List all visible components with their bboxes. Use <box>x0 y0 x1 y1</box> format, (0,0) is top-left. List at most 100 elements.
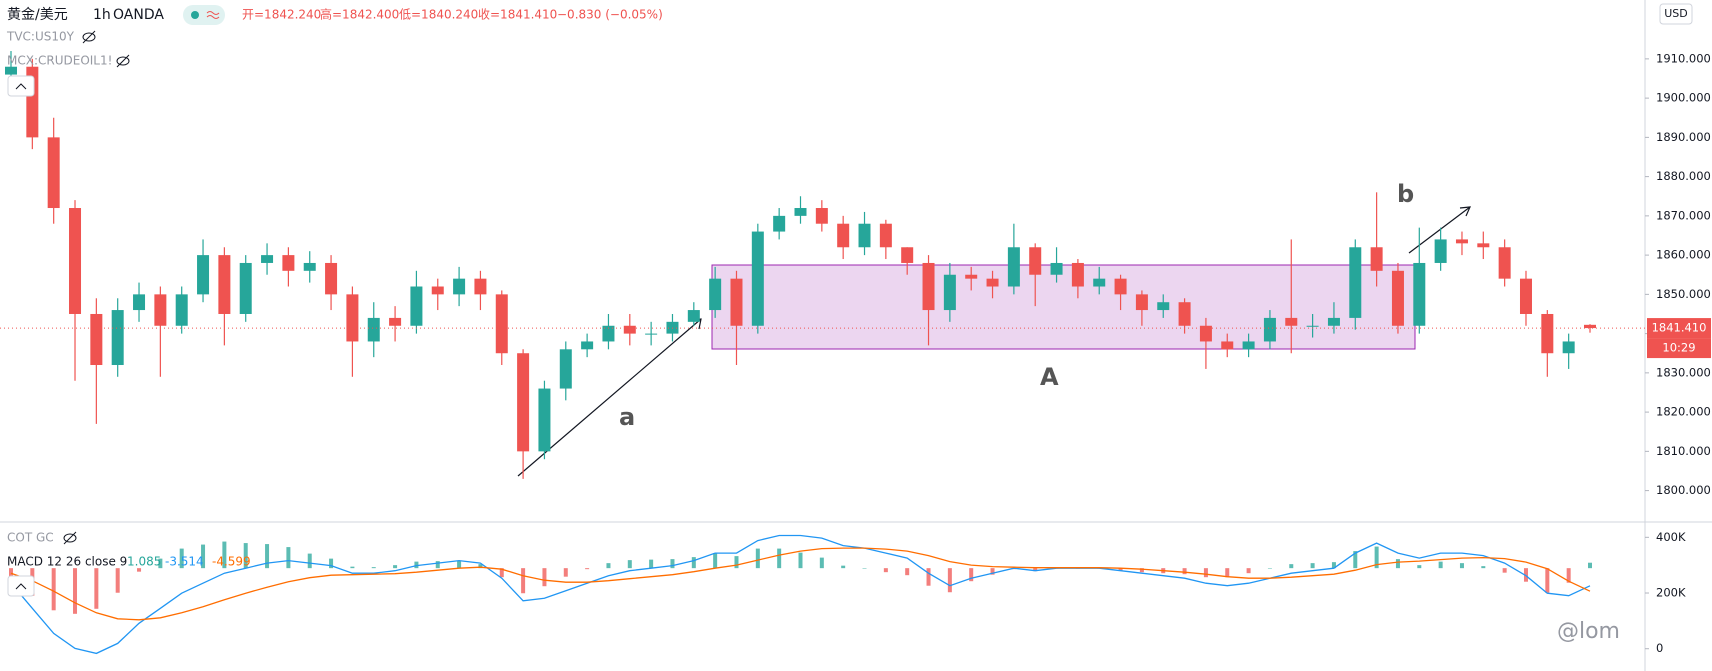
macd-histogram-bar <box>286 547 291 569</box>
candle-body <box>1541 313 1554 354</box>
candle-body <box>90 313 103 366</box>
candle-body <box>431 286 444 295</box>
last-price-box <box>1647 318 1711 339</box>
macd-histogram-bar <box>1417 565 1422 569</box>
macd-histogram-bar <box>1459 563 1464 569</box>
candle-body <box>517 353 530 452</box>
candle-body <box>410 286 423 326</box>
candle-body <box>1370 247 1383 271</box>
candle-body <box>687 310 700 322</box>
macd-histogram-bar <box>1203 568 1208 578</box>
macd-histogram-bar <box>1267 568 1272 569</box>
candle-body <box>1050 262 1063 275</box>
candle-body <box>69 208 82 314</box>
macd-histogram-bar <box>1139 568 1144 573</box>
macd-histogram-bar <box>1353 551 1358 569</box>
macd-histogram-bar <box>777 548 782 569</box>
candle-body <box>474 278 487 295</box>
countdown: 10:29 <box>1662 341 1695 355</box>
candle-body <box>1327 317 1340 326</box>
candle-body <box>1178 302 1191 326</box>
symbol-title: 黄金/美元 <box>7 6 68 23</box>
ohlc-high: 高=1842.400 <box>320 7 399 22</box>
macd-value: -3.514 <box>165 555 204 569</box>
y-tick-label: 1880.000 <box>1656 169 1711 183</box>
macd-histogram-bar <box>243 543 248 569</box>
macd-histogram-bar <box>1033 568 1038 572</box>
macd-histogram-bar <box>1502 568 1507 573</box>
collapse-button[interactable] <box>7 75 35 97</box>
macd-histogram-bar <box>94 568 99 609</box>
macd-histogram-bar <box>1374 546 1379 569</box>
indicator-label[interactable]: COT GC <box>7 531 54 545</box>
y-tick-label: 1910.000 <box>1656 51 1711 65</box>
macd-histogram-bar <box>670 559 675 569</box>
candle-body <box>623 325 636 334</box>
macd-histogram-bar <box>798 552 803 569</box>
ohlc-close: 收=1841.410 <box>478 8 557 22</box>
candle-body <box>111 310 124 366</box>
macd-histogram-bar <box>969 568 974 582</box>
candle-body <box>133 294 146 311</box>
candle-body <box>1584 324 1596 329</box>
macd-histogram-bar <box>649 559 654 569</box>
currency-box[interactable] <box>1659 3 1693 25</box>
candle-body <box>5 66 17 75</box>
macd-histogram-bar <box>435 561 440 569</box>
macd-line <box>10 547 1591 621</box>
macd-histogram-bar <box>1310 563 1315 569</box>
overlay-label[interactable]: MCX:CRUDEOIL1! <box>7 54 112 68</box>
candle-body <box>986 278 999 287</box>
macd-histogram-bar <box>926 568 931 586</box>
candle-body <box>1071 262 1084 287</box>
collapse-button[interactable] <box>7 575 35 597</box>
candle-body <box>1263 317 1276 342</box>
interval: 1h <box>93 7 111 23</box>
status-pill[interactable] <box>183 5 225 25</box>
signal-value: -4.599 <box>212 555 251 569</box>
candle-body <box>303 262 316 271</box>
candle-body <box>1285 317 1298 326</box>
macd-histogram-bar <box>350 566 355 569</box>
currency: USD <box>1664 7 1688 20</box>
candle-body <box>858 223 871 248</box>
candle-body <box>197 255 210 295</box>
macd-histogram-bar <box>990 568 995 575</box>
macd-histogram-bar <box>905 568 910 576</box>
macd-histogram-bar <box>542 568 547 587</box>
eye-icon[interactable] <box>63 531 77 545</box>
macd-histogram-bar <box>627 560 632 569</box>
eye-icon[interactable] <box>116 54 130 68</box>
eye-icon[interactable] <box>82 30 96 44</box>
candle-body <box>602 325 615 342</box>
macd-histogram-bar <box>1118 568 1123 571</box>
candle-body <box>1455 239 1468 244</box>
candle-body <box>815 208 828 224</box>
macd-histogram-bar <box>1182 568 1187 575</box>
watermark: @lom <box>1557 619 1620 644</box>
macd-histogram-bar <box>265 544 270 569</box>
candle-body <box>773 215 786 232</box>
macd-histogram-bar <box>1395 559 1400 569</box>
macd-histogram-bar <box>1588 562 1592 569</box>
macd-histogram-bar <box>862 568 867 569</box>
candle-body <box>325 262 338 295</box>
overlay-label[interactable]: TVC:US10Y <box>6 30 75 44</box>
macd-histogram-bar <box>691 557 696 569</box>
macd-histogram-bar <box>883 568 888 573</box>
ohlc-low: 低=1840.240 <box>399 8 478 22</box>
candle-body <box>922 262 935 311</box>
candle-body <box>879 223 892 248</box>
macd-histogram-bar <box>115 568 120 593</box>
macd-histogram-bar <box>1225 568 1230 578</box>
candle-body <box>901 247 914 263</box>
indicator-label[interactable]: MACD 12 26 close 9 <box>7 555 127 569</box>
macd-histogram-bar <box>734 556 739 569</box>
macd-histogram-value: 1.085 <box>127 555 161 569</box>
candle-body <box>389 317 402 326</box>
candle-body <box>709 278 722 311</box>
y-tick-label: 1860.000 <box>1656 248 1711 262</box>
candle-body <box>1434 239 1447 263</box>
status-wave <box>206 11 220 19</box>
y2-tick-label: 0 <box>1656 641 1663 655</box>
